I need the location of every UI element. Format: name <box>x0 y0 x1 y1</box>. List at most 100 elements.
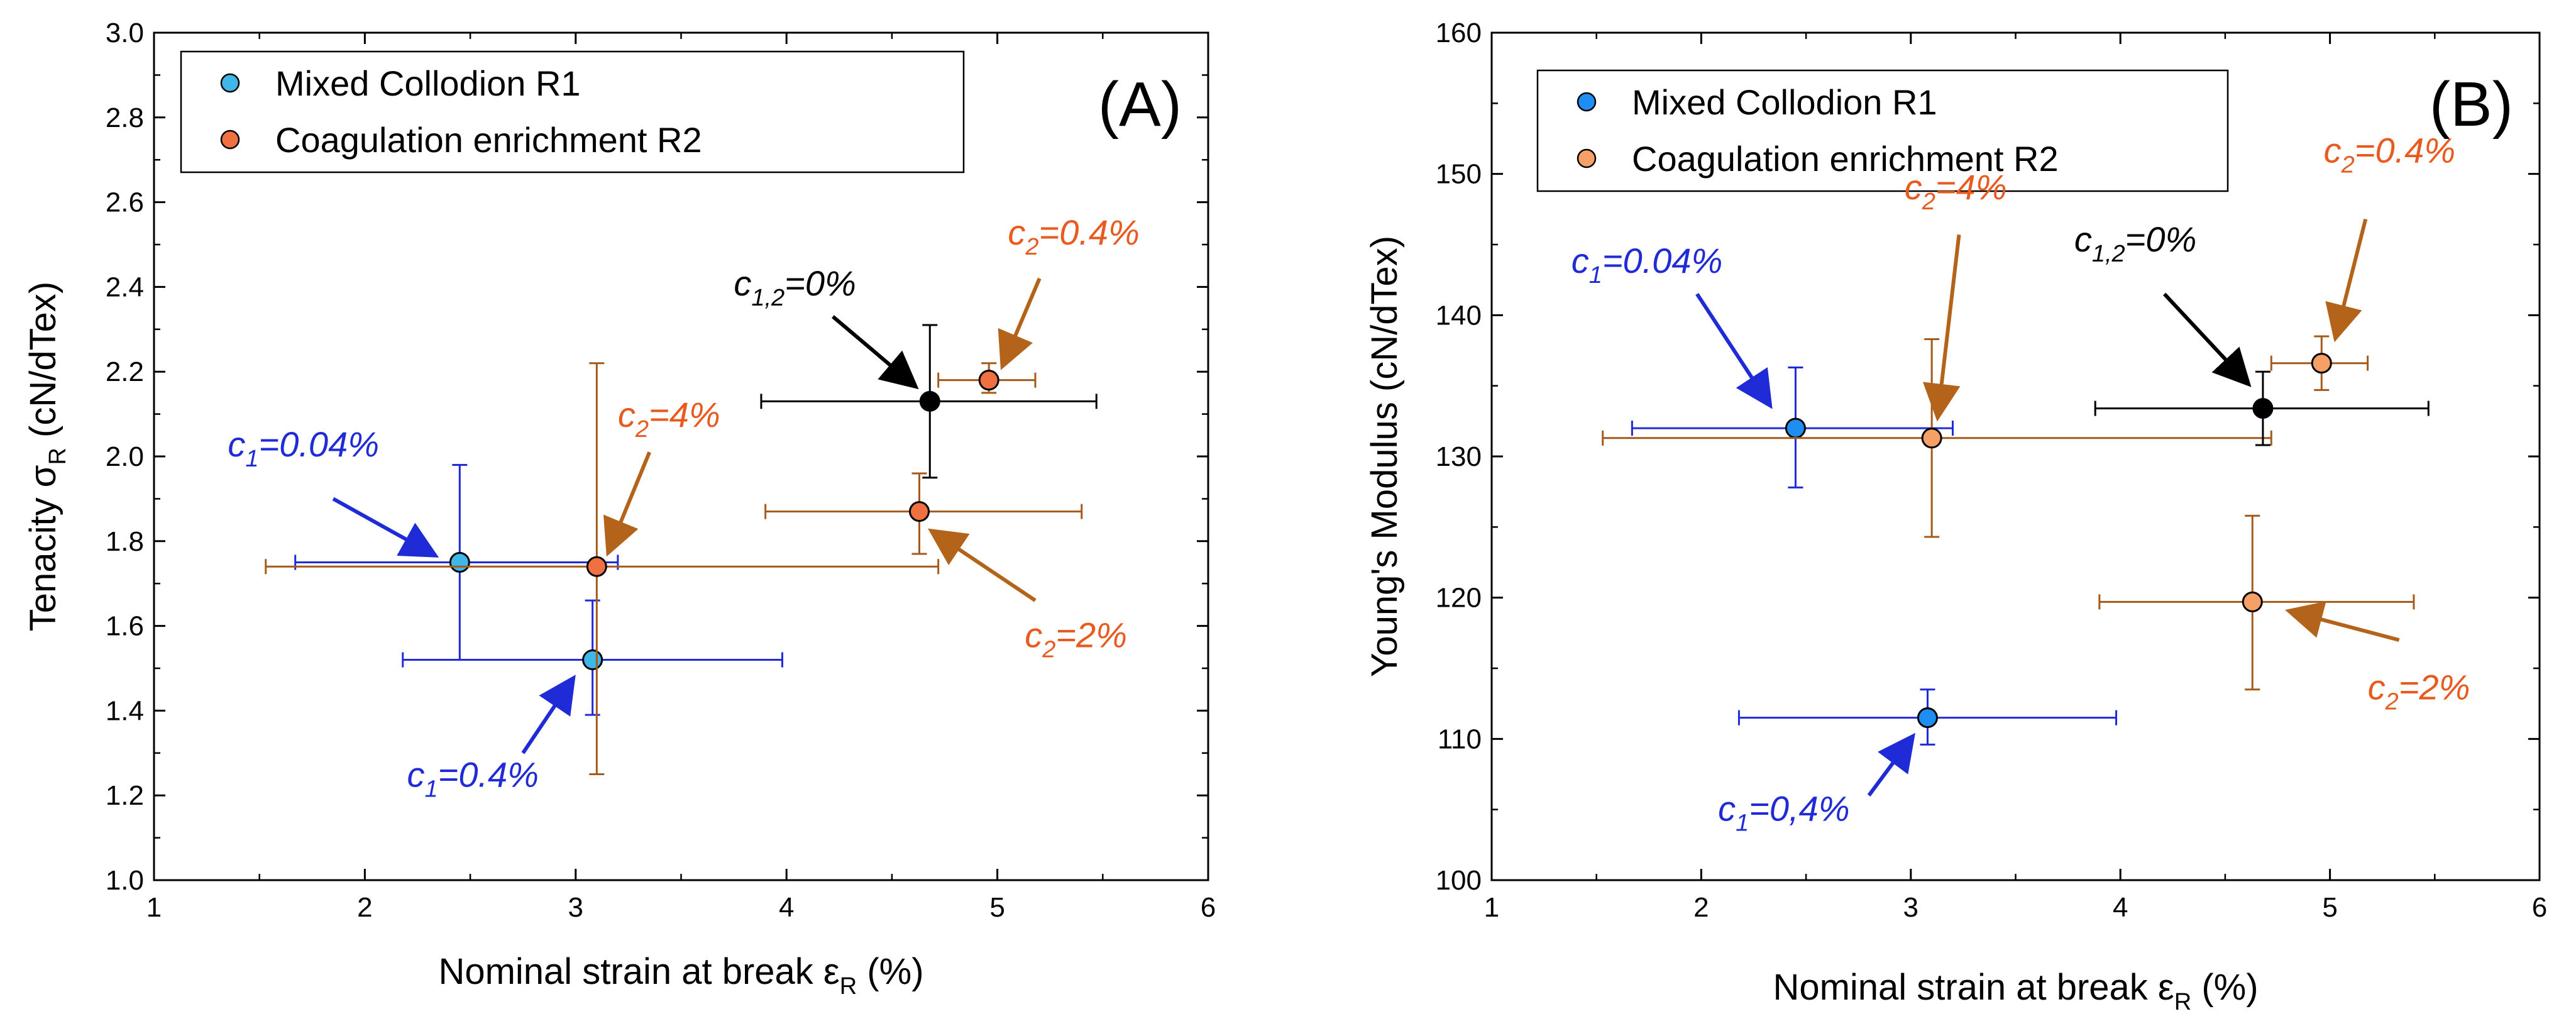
annotation-subscript: 1 <box>245 446 258 472</box>
annotation-symbol: c <box>2324 131 2342 170</box>
x-axis-label-subscript: R <box>2174 989 2191 1015</box>
x-tick-label: 5 <box>989 892 1005 923</box>
annotation-symbol: c <box>1718 789 1736 829</box>
y-tick-label: 110 <box>1438 724 1482 754</box>
annotation-label: c1=0.04% <box>228 424 379 472</box>
y-tick-label: 1.8 <box>106 526 144 557</box>
legend-entry: Coagulation enrichment R2 <box>1632 139 2059 179</box>
annotation-subscript: 2 <box>1042 636 1055 663</box>
legend-marker <box>220 73 240 93</box>
x-axis-label-main: Nominal strain at break ε <box>1773 967 2174 1008</box>
y-axis-label-subscript: R <box>45 448 71 465</box>
annotation-symbol: c <box>407 755 424 795</box>
annotation-arrow <box>1922 234 1961 422</box>
annotation-label: c1=0.04% <box>1571 241 1723 289</box>
y-axis-label: Young's Modulus (cN/dTex) <box>1364 236 1405 677</box>
y-axis-label-unit: (cN/dTex) <box>23 282 63 448</box>
annotation-subscript: 2 <box>2341 152 2355 179</box>
x-tick-label: 6 <box>1201 892 1216 923</box>
annotation-subscript: 1 <box>424 776 438 803</box>
y-tick-label: 1.4 <box>106 695 144 726</box>
y-tick-label: 2.2 <box>106 356 144 387</box>
y-tick-label: 140 <box>1436 300 1482 331</box>
data-point <box>2242 591 2263 612</box>
x-axis-label-unit: (%) <box>2191 967 2258 1008</box>
legend-marker <box>220 130 240 150</box>
y-axis-label-main: Young's Modulus (cN/dTex) <box>1364 236 1405 677</box>
annotation-label: c2=0.4% <box>1008 212 1139 260</box>
y-tick-label: 1.0 <box>106 865 144 896</box>
annotation-value: =0% <box>784 263 856 303</box>
annotation-symbol: c <box>1905 167 1922 207</box>
y-tick-label: 120 <box>1436 583 1482 614</box>
annotation-arrow <box>928 528 1037 602</box>
annotation-value: =0.4% <box>1039 212 1140 252</box>
annotation-label: c1,2=0% <box>734 263 856 311</box>
x-tick-label: 6 <box>2532 892 2547 923</box>
annotation-subscript: 2 <box>1922 189 1935 215</box>
annotation-subscript: 1,2 <box>751 285 784 311</box>
x-tick-label: 4 <box>2113 892 2128 923</box>
annotation-label: c1=0,4% <box>1718 789 1849 837</box>
annotation-arrow <box>832 315 919 390</box>
y-axis-label: Tenacity σR (cN/dTex) <box>23 282 71 631</box>
y-tick-label: 3.0 <box>106 18 144 48</box>
data-point <box>2311 353 2332 374</box>
annotation-arrow <box>332 497 439 558</box>
annotation-symbol: c <box>618 395 636 434</box>
annotation-value: =0.04% <box>1602 241 1723 280</box>
annotation-symbol: c <box>2074 219 2092 259</box>
legend-entry: Coagulation enrichment R2 <box>275 120 702 160</box>
annotation-label: c1=0.4% <box>407 755 538 803</box>
y-tick-label: 160 <box>1436 18 1482 48</box>
annotation-value: =0.4% <box>2355 131 2455 170</box>
x-axis-label: Nominal strain at break εR (%) <box>438 951 923 1000</box>
annotation-arrow <box>2325 218 2368 343</box>
annotation-label: c1,2=0% <box>2074 219 2196 267</box>
legend-box <box>180 50 965 174</box>
panel-label: (A) <box>1098 69 1182 140</box>
data-point <box>2252 398 2274 419</box>
data-point <box>582 649 603 671</box>
annotation-arrow <box>998 277 1042 370</box>
data-point <box>449 552 470 573</box>
annotation-label: c2=0.4% <box>2324 131 2455 179</box>
x-tick-label: 3 <box>1903 892 1918 923</box>
annotation-value: =4% <box>1935 167 2007 207</box>
annotation-label: c2=4% <box>1905 167 2007 215</box>
y-tick-label: 2.6 <box>106 187 144 218</box>
x-tick-label: 2 <box>357 892 372 923</box>
y-tick-label: 1.6 <box>106 611 144 642</box>
x-tick-label: 1 <box>1484 892 1499 923</box>
panel-label: (B) <box>2430 69 2513 140</box>
annotation-symbol: c <box>1008 212 1025 252</box>
y-axis-label-main: Tenacity σ <box>23 465 63 632</box>
legend-marker <box>1577 148 1597 168</box>
annotation-value: =0.04% <box>259 424 380 464</box>
annotation-arrow <box>521 675 576 754</box>
x-tick-label: 4 <box>779 892 794 923</box>
annotation-symbol: c <box>228 424 245 464</box>
x-tick-label: 1 <box>146 892 162 923</box>
annotation-arrow <box>1867 732 1915 797</box>
annotation-subscript: 2 <box>1025 234 1038 260</box>
annotation-subscript: 2 <box>2385 688 2399 715</box>
data-point <box>1917 707 1938 729</box>
data-point <box>909 501 930 522</box>
annotation-arrow <box>603 451 651 557</box>
annotation-value: =0,4% <box>1749 789 1849 829</box>
y-tick-label: 100 <box>1436 865 1482 896</box>
annotation-label: c2=4% <box>618 395 720 443</box>
x-axis-label-subscript: R <box>840 973 857 1000</box>
annotation-subscript: 2 <box>635 416 649 443</box>
chart-panel-b: 1 2 3 4 5 6 100 110 120 130 140 150 160 Nominal strai… <box>1364 18 2547 1015</box>
annotation-arrow <box>2284 601 2400 642</box>
x-tick-label: 5 <box>2322 892 2337 923</box>
annotation-value: =0.4% <box>438 755 539 795</box>
x-tick-label: 3 <box>568 892 583 923</box>
annotation-arrow <box>1695 292 1773 409</box>
data-point <box>1785 417 1806 439</box>
data-point <box>1921 428 1942 449</box>
x-tick-label: 2 <box>1693 892 1709 923</box>
